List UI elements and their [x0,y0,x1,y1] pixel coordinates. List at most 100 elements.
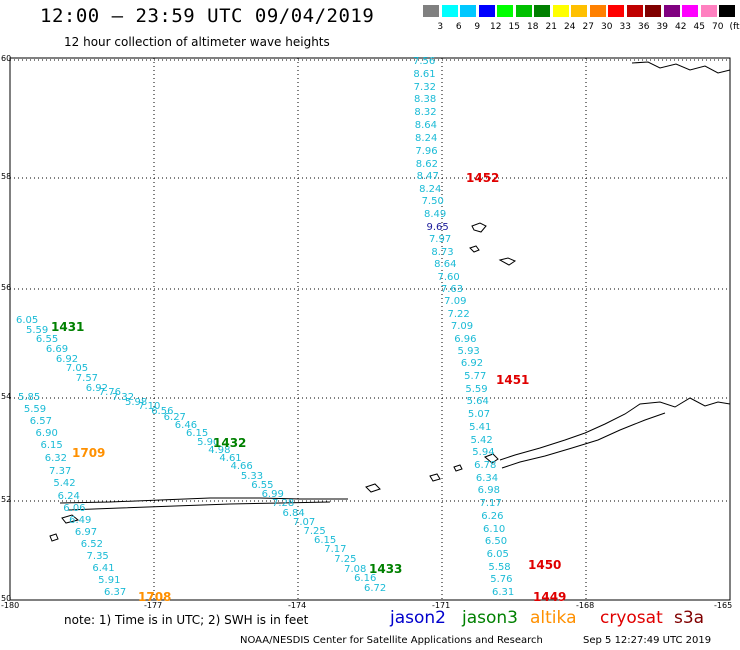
pass-time-label: 1450 [528,558,562,572]
legend-label: 21 [545,22,557,32]
pass-time-label: 1709 [72,446,106,460]
satellite-jason3: jason3 [462,608,518,628]
legend-swatch [460,5,476,17]
legend-label: 15 [508,22,520,32]
wave-height-value: 7.97 [428,234,452,246]
legend-swatch [497,5,513,17]
wave-height-value: 6.32 [44,452,68,464]
wave-height-value: 6.37 [104,587,127,598]
lon-label: -180 [1,601,20,610]
wave-height-value: 6.15 [314,534,337,546]
legend-label: 36 [638,22,650,32]
legend-label: 24 [564,22,576,32]
legend-swatch [478,5,495,17]
pass-time-label: 1708 [138,590,172,604]
coastline [49,61,731,542]
legend-swatch [571,5,587,17]
wave-height-value: 6.92 [460,358,484,370]
wave-height-value: 7.22 [447,308,470,320]
wave-height-value: 6.92 [85,382,108,394]
legend-label: 18 [527,22,539,32]
wave-height-value: 8.24 [415,132,438,144]
wave-height-value: 6.05 [16,315,39,326]
wave-height-value: 6.98 [477,485,500,497]
legend-swatch [719,5,735,17]
wave-height-value: 6.46 [174,419,198,431]
wave-height-value: 7.32 [413,81,436,93]
wave-height-value: 7.32 [111,392,135,404]
lat-label: 50 [1,594,12,603]
wave-height-value: 7.25 [334,553,357,565]
legend-label: 9 [474,22,481,32]
wave-height-value: 8.73 [431,246,454,258]
wave-height-value: 7.10 [138,401,161,413]
wave-height-value: 6.92 [55,353,79,365]
wave-height-value: 7.57 [75,373,99,385]
wave-height-value: 6.55 [251,479,274,491]
wave-height-value: 5.42 [53,478,76,490]
legend-label: 27 [582,22,594,32]
legend-swatch [700,5,717,17]
wave-height-value: 6.78 [474,460,497,471]
wave-height-value: 6.27 [163,411,186,423]
wave-height-value: 4.66 [230,461,253,473]
legend-swatch [423,5,439,17]
legend-label: 70 [712,22,724,32]
legend-label: 3 [437,22,444,32]
wave-height-value: 8.38 [414,94,437,106]
legend-label: 45 [693,22,705,32]
chart-title: 12:00 – 23:59 UTC 09/04/2019 [40,5,375,27]
wave-height-value: 6.69 [45,344,69,356]
wave-height-value: 5.93 [457,346,480,358]
satellite-jason2: jason2 [390,608,446,628]
wave-height-value: 7.37 [49,465,72,477]
lat-label: 58 [1,172,12,181]
legend-swatch [682,5,698,17]
wave-height-value: 6.41 [92,562,115,574]
generation-timestamp: Sep 5 12:27:49 UTC 2019 [583,635,712,646]
wave-height-value: 6.84 [282,507,305,519]
lon-label: -168 [576,601,595,610]
pass-time-label: 1449 [533,590,567,604]
map-grid [10,58,730,600]
wave-height-value: 8.49 [424,209,447,221]
wave-height-value: 5.59 [465,383,488,395]
legend-swatch [552,5,569,17]
lon-label: -174 [288,601,307,610]
credit-line: NOAA/NESDIS Center for Satellite Applica… [240,635,543,646]
legend-swatch [645,5,661,17]
wave-height-value: 6.34 [475,472,499,484]
wave-height-value: 5.85 [18,392,41,403]
wave-height-value: 6.05 [486,548,509,560]
legend-label: (ft) [729,22,740,32]
wave-height-value: 5.94 [472,447,495,459]
wave-height-value: 6.26 [481,510,504,522]
wave-height-value: 6.15 [185,428,209,440]
lon-label: -177 [144,601,163,610]
legend-label: 6 [455,22,462,32]
legend-swatch [626,5,643,17]
pass-time-label: 1431 [51,320,85,334]
wave-height-value: 7.50 [421,196,444,208]
satellite-cryosat: cryosat [600,608,663,628]
wave-height-value: 6.10 [483,523,506,535]
wave-height-value: 8.64 [414,120,437,132]
wave-height-value: 5.58 [488,561,511,573]
wave-height-value: 8.24 [419,183,442,195]
wave-height-value: 4.61 [219,453,242,465]
wave-height-value: 6.55 [35,334,59,346]
wave-height-value: 7.07 [292,516,316,528]
lon-label: -165 [714,601,733,610]
legend-label: 30 [601,22,613,32]
wave-height-value: 8.32 [414,107,437,119]
wave-height-value: 7.17 [324,544,347,556]
wave-height-value: 7.08 [344,563,367,575]
wave-height-value: 8.64 [434,259,457,271]
pass-time-label: 1452 [466,171,500,185]
wave-height-value: 5.98 [124,396,148,408]
wave-height-value: 5.33 [240,470,264,482]
wave-height-value: 5.41 [469,421,492,433]
wave-height-value: 6.06 [63,502,86,514]
pass-time-label: 1432 [213,436,247,450]
